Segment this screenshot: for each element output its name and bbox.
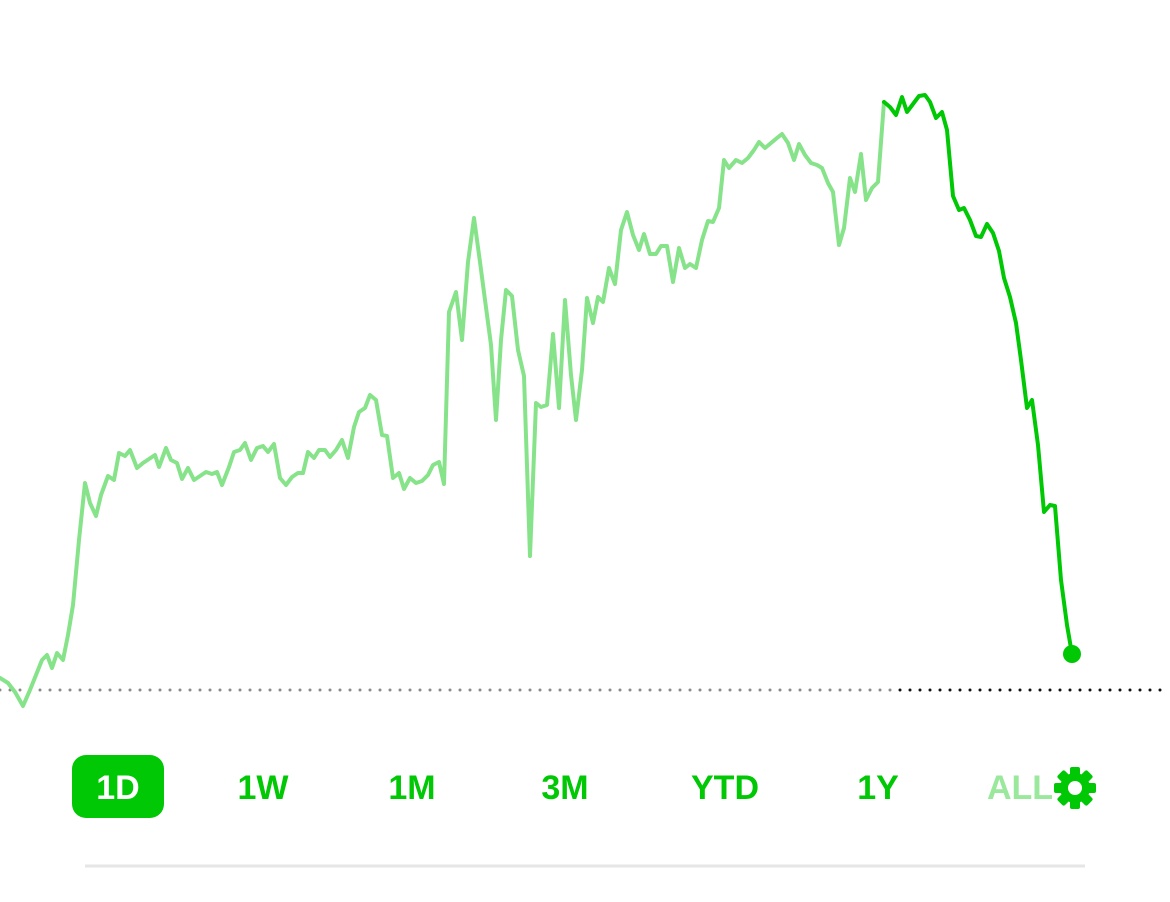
range-tab[interactable]: 3M — [541, 769, 588, 807]
range-tab[interactable]: ALL — [987, 769, 1053, 807]
price-line — [0, 100, 886, 708]
range-tab[interactable]: 1W — [238, 769, 290, 807]
range-tab[interactable]: 1Y — [857, 769, 899, 807]
price-line — [882, 93, 1074, 656]
range-tab[interactable]: YTD — [691, 769, 759, 807]
range-tab[interactable]: 1D — [96, 769, 139, 807]
tab-bar: 1D 1W 1M 3M YTD 1Y ALL — [72, 755, 1053, 818]
tab-selected-bg — [72, 755, 164, 818]
plot-area — [0, 93, 1170, 708]
range-tab[interactable]: 1M — [388, 769, 435, 807]
settings-button[interactable] — [1051, 764, 1099, 812]
gear-icon — [1054, 767, 1096, 809]
current-point — [1063, 645, 1081, 663]
